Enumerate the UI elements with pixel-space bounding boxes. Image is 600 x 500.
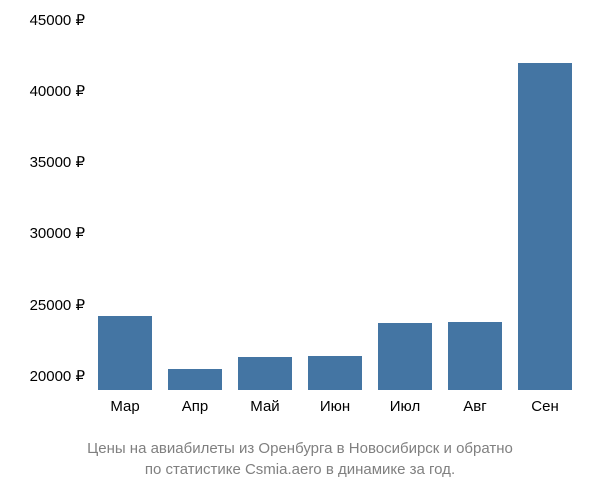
caption-line-2: по статистике Csmia.aero в динамике за г… (145, 461, 455, 478)
y-tick-label: 45000 ₽ (30, 11, 85, 29)
x-tick-label: Июн (320, 398, 350, 415)
x-tick-label: Апр (182, 398, 208, 415)
bar (98, 316, 153, 390)
x-tick-label: Мар (110, 398, 139, 415)
x-tick-label: Авг (463, 398, 486, 415)
x-tick-label: Июл (390, 398, 420, 415)
bar (308, 356, 363, 390)
y-tick-label: 30000 ₽ (30, 224, 85, 242)
chart-caption: Цены на авиабилеты из Оренбурга в Новоси… (0, 438, 600, 480)
bar (378, 323, 433, 390)
plot-area (90, 20, 580, 390)
x-tick-label: Сен (531, 398, 558, 415)
bar (168, 369, 223, 390)
caption-line-1: Цены на авиабилеты из Оренбурга в Новоси… (87, 440, 513, 457)
y-tick-label: 40000 ₽ (30, 82, 85, 100)
y-tick-label: 35000 ₽ (30, 153, 85, 171)
bar (518, 63, 573, 390)
y-tick-label: 20000 ₽ (30, 367, 85, 385)
bar (238, 357, 293, 390)
y-tick-label: 25000 ₽ (30, 296, 85, 314)
x-tick-label: Май (250, 398, 279, 415)
price-chart: 20000 ₽ 25000 ₽ 30000 ₽ 35000 ₽ 40000 ₽ 45000… (0, 0, 600, 500)
bar (448, 322, 503, 390)
